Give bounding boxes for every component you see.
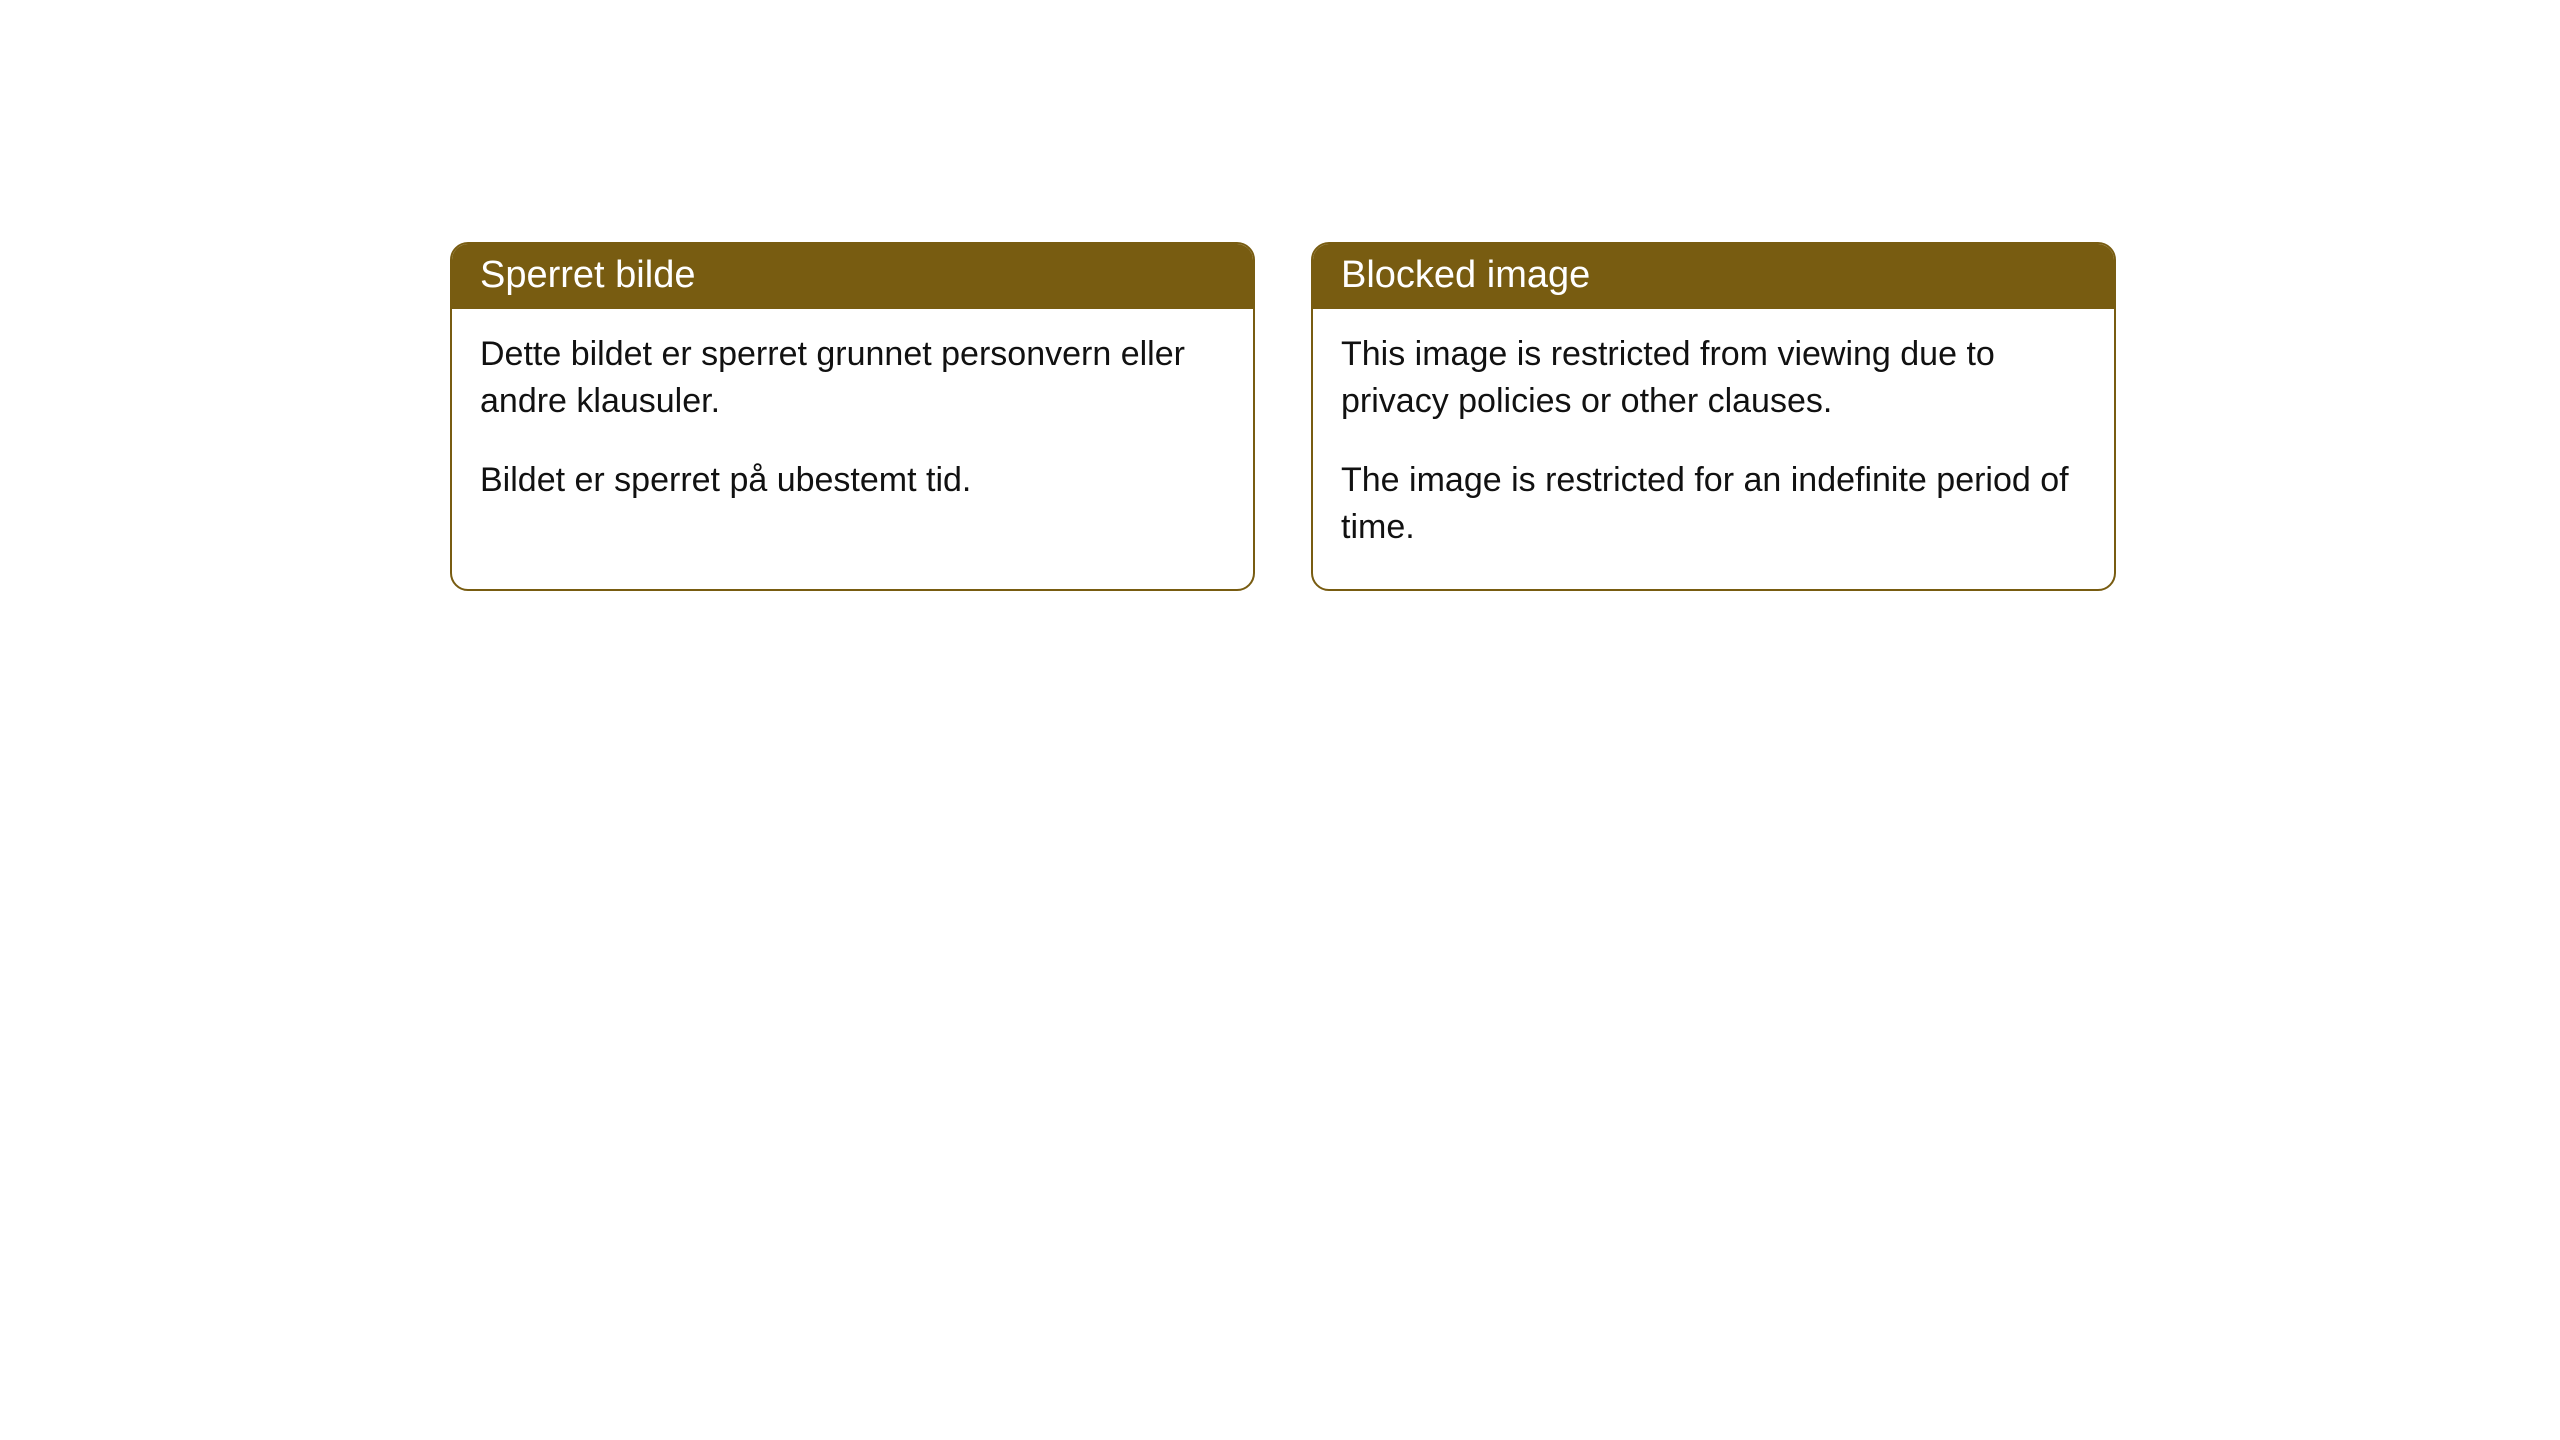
notice-card-body: This image is restricted from viewing du… xyxy=(1313,309,2114,589)
notice-paragraph: This image is restricted from viewing du… xyxy=(1341,331,2086,425)
notice-paragraph: Bildet er sperret på ubestemt tid. xyxy=(480,457,1225,504)
notice-card-header: Blocked image xyxy=(1313,244,2114,309)
notice-card-english: Blocked image This image is restricted f… xyxy=(1311,242,2116,591)
notice-paragraph: Dette bildet er sperret grunnet personve… xyxy=(480,331,1225,425)
notice-paragraph: The image is restricted for an indefinit… xyxy=(1341,457,2086,551)
notice-card-body: Dette bildet er sperret grunnet personve… xyxy=(452,309,1253,542)
notice-card-norwegian: Sperret bilde Dette bildet er sperret gr… xyxy=(450,242,1255,591)
notice-card-header: Sperret bilde xyxy=(452,244,1253,309)
notice-cards-container: Sperret bilde Dette bildet er sperret gr… xyxy=(0,0,2560,591)
